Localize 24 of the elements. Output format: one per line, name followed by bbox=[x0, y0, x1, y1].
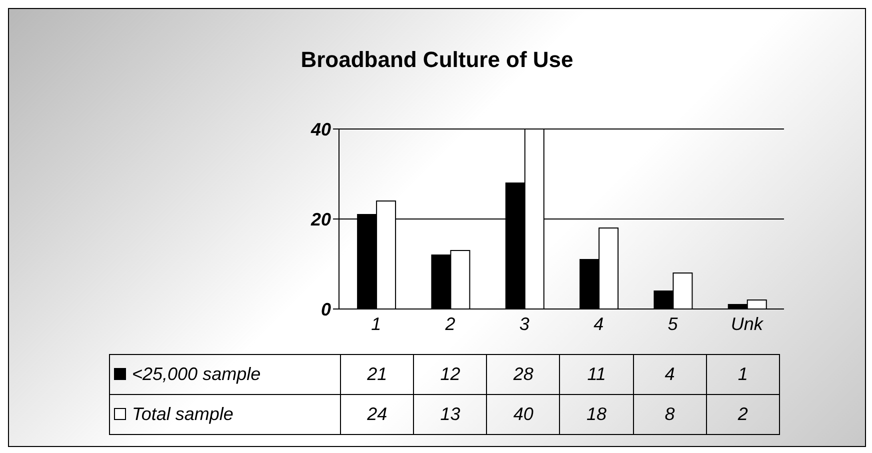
x-tick-label: 5 bbox=[668, 314, 679, 334]
x-tick-label: Unk bbox=[730, 314, 764, 334]
legend-label: <25,000 sample bbox=[110, 354, 340, 394]
data-label: 2 bbox=[706, 394, 780, 434]
y-tick-label: 40 bbox=[310, 119, 331, 140]
data-label: 18 bbox=[560, 394, 634, 434]
data-label: 8 bbox=[633, 394, 706, 434]
chart-title: Broadband Culture of Use bbox=[300, 47, 574, 73]
y-tick-label: 20 bbox=[310, 209, 331, 230]
data-label: 4 bbox=[633, 354, 706, 394]
y-tick-label: 0 bbox=[320, 299, 331, 320]
x-tick-label: 3 bbox=[519, 314, 530, 334]
x-tick-label: 2 bbox=[444, 314, 456, 334]
data-label: 40 bbox=[486, 394, 560, 434]
data-label: 28 bbox=[486, 354, 560, 394]
data-label: 11 bbox=[560, 354, 634, 394]
data-label: 13 bbox=[414, 394, 487, 434]
data-label: 1 bbox=[706, 354, 780, 394]
data-label: 21 bbox=[340, 354, 414, 394]
data-label: 12 bbox=[414, 354, 487, 394]
data-label: 24 bbox=[340, 394, 414, 434]
legend-label: Total sample bbox=[110, 394, 340, 434]
x-tick-label: 1 bbox=[371, 314, 382, 334]
x-tick-label: 4 bbox=[594, 314, 604, 334]
